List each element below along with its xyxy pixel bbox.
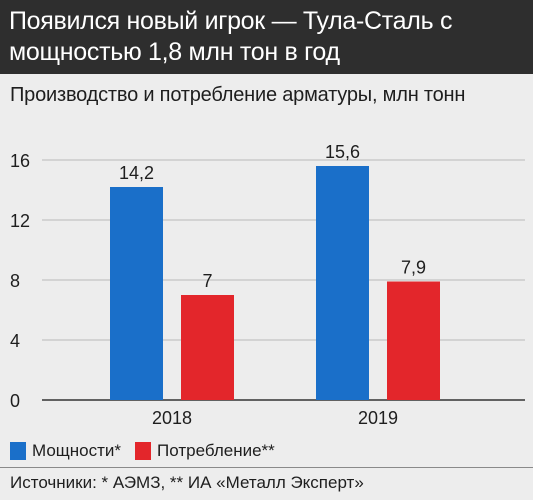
data-label: 14,2 bbox=[119, 163, 154, 183]
data-label: 7,9 bbox=[401, 258, 426, 278]
chart-subtitle: Производство и потребление арматуры, млн… bbox=[10, 84, 466, 106]
bar-capacity-2018 bbox=[110, 187, 163, 400]
footer-divider bbox=[0, 467, 533, 468]
y-tick-label: 8 bbox=[10, 271, 20, 291]
y-tick-label: 16 bbox=[10, 151, 30, 171]
bar-capacity-2019 bbox=[316, 166, 369, 400]
bar-consumption-2018 bbox=[181, 295, 234, 400]
data-label: 7 bbox=[202, 271, 212, 291]
legend-item-consumption: Потребление** bbox=[135, 441, 275, 461]
legend-label-consumption: Потребление** bbox=[157, 441, 275, 460]
legend-item-capacity: Мощности* bbox=[10, 441, 121, 461]
x-tick-label: 2018 bbox=[152, 408, 192, 428]
x-tick-label: 2019 bbox=[358, 408, 398, 428]
source-note: Источники: * АЭМЗ, ** ИА «Металл Эксперт… bbox=[10, 473, 364, 492]
legend-swatch-consumption bbox=[135, 442, 152, 460]
legend-label-capacity: Мощности* bbox=[32, 441, 122, 460]
legend: Мощности* Потребление** bbox=[10, 440, 289, 462]
y-tick-label: 4 bbox=[10, 331, 20, 351]
chart-title-line-1: Появился новый игрок — Тула-Сталь с bbox=[9, 7, 453, 35]
chart-title-line-2: мощностью 1,8 млн тон в год bbox=[9, 38, 340, 66]
y-tick-label: 12 bbox=[10, 211, 30, 231]
legend-swatch-capacity bbox=[10, 442, 26, 460]
bar-chart: 0 4 8 12 16 14,2 7 2018 15,6 7,9 2019 bbox=[10, 142, 525, 428]
title-banner: Появился новый игрок — Тула-Сталь с мощн… bbox=[0, 0, 533, 74]
data-label: 15,6 bbox=[325, 142, 360, 162]
bar-consumption-2019 bbox=[387, 281, 440, 400]
y-tick-label: 0 bbox=[10, 391, 20, 411]
